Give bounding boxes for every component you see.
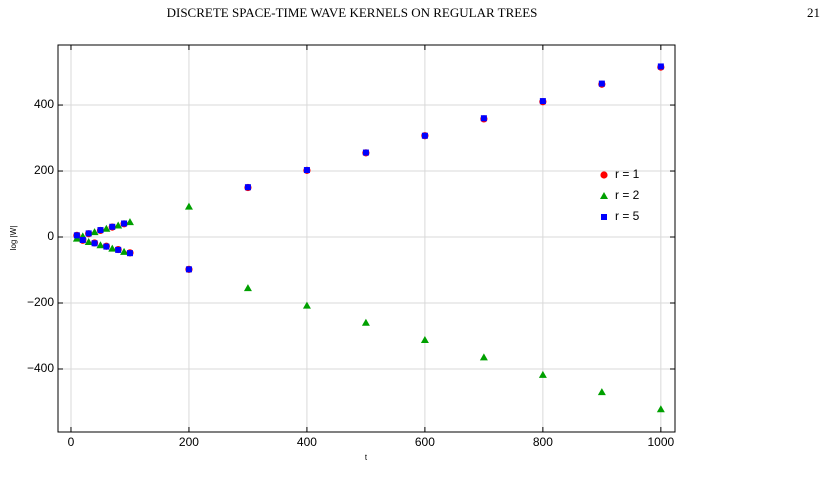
data-point (90, 228, 99, 236)
x-tick-label: 1000 (647, 435, 674, 449)
x-tick-label: 400 (297, 435, 317, 449)
data-point (598, 80, 605, 87)
data-point (657, 63, 664, 70)
x-tick-label: 0 (68, 435, 75, 449)
data-point (120, 247, 129, 255)
data-point (420, 335, 429, 343)
data-point (96, 241, 105, 249)
data-point (656, 405, 665, 413)
data-point (102, 224, 111, 232)
x-tick-label: 200 (179, 435, 199, 449)
data-point (480, 115, 487, 122)
data-point (103, 243, 110, 250)
data-point (79, 236, 86, 243)
legend-marker (600, 192, 608, 199)
data-point (91, 240, 98, 247)
legend-marker (600, 171, 608, 179)
data-point (97, 227, 104, 234)
x-tick-label: 800 (533, 435, 553, 449)
y-tick-label: −200 (27, 295, 54, 309)
y-tick-label: 0 (47, 229, 54, 243)
x-axis-label: t (365, 453, 368, 462)
legend-marker (601, 214, 607, 220)
x-tick-label: 600 (415, 435, 435, 449)
data-point (126, 250, 133, 257)
data-point (362, 149, 369, 156)
data-point (597, 388, 606, 396)
y-tick-label: 200 (34, 163, 54, 177)
legend-label: r = 2 (615, 188, 640, 202)
plot-frame (57, 44, 676, 433)
data-point (244, 184, 251, 191)
data-point (121, 220, 128, 227)
legend-label: r = 1 (615, 167, 640, 181)
data-point (125, 218, 134, 226)
data-point (108, 244, 117, 252)
legend-label: r = 5 (615, 209, 640, 223)
data-point (84, 237, 93, 245)
data-point (302, 301, 311, 309)
data-point (361, 318, 370, 326)
data-point (303, 167, 310, 174)
data-point (243, 284, 252, 292)
data-point (85, 230, 92, 237)
data-point (184, 202, 193, 210)
data-point (73, 232, 80, 239)
data-point (479, 353, 488, 361)
page-number: 21 (807, 5, 820, 20)
data-point (539, 98, 546, 105)
y-axis-label: log |W| (9, 226, 18, 251)
data-point (421, 132, 428, 139)
data-point (185, 266, 192, 273)
y-tick-label: 400 (34, 97, 54, 111)
data-point (109, 223, 116, 230)
data-point (115, 246, 122, 253)
y-tick-label: −400 (27, 361, 54, 375)
data-point (114, 221, 123, 229)
data-point (538, 370, 547, 378)
running-title: DISCRETE SPACE-TIME WAVE KERNELS ON REGU… (167, 5, 538, 20)
